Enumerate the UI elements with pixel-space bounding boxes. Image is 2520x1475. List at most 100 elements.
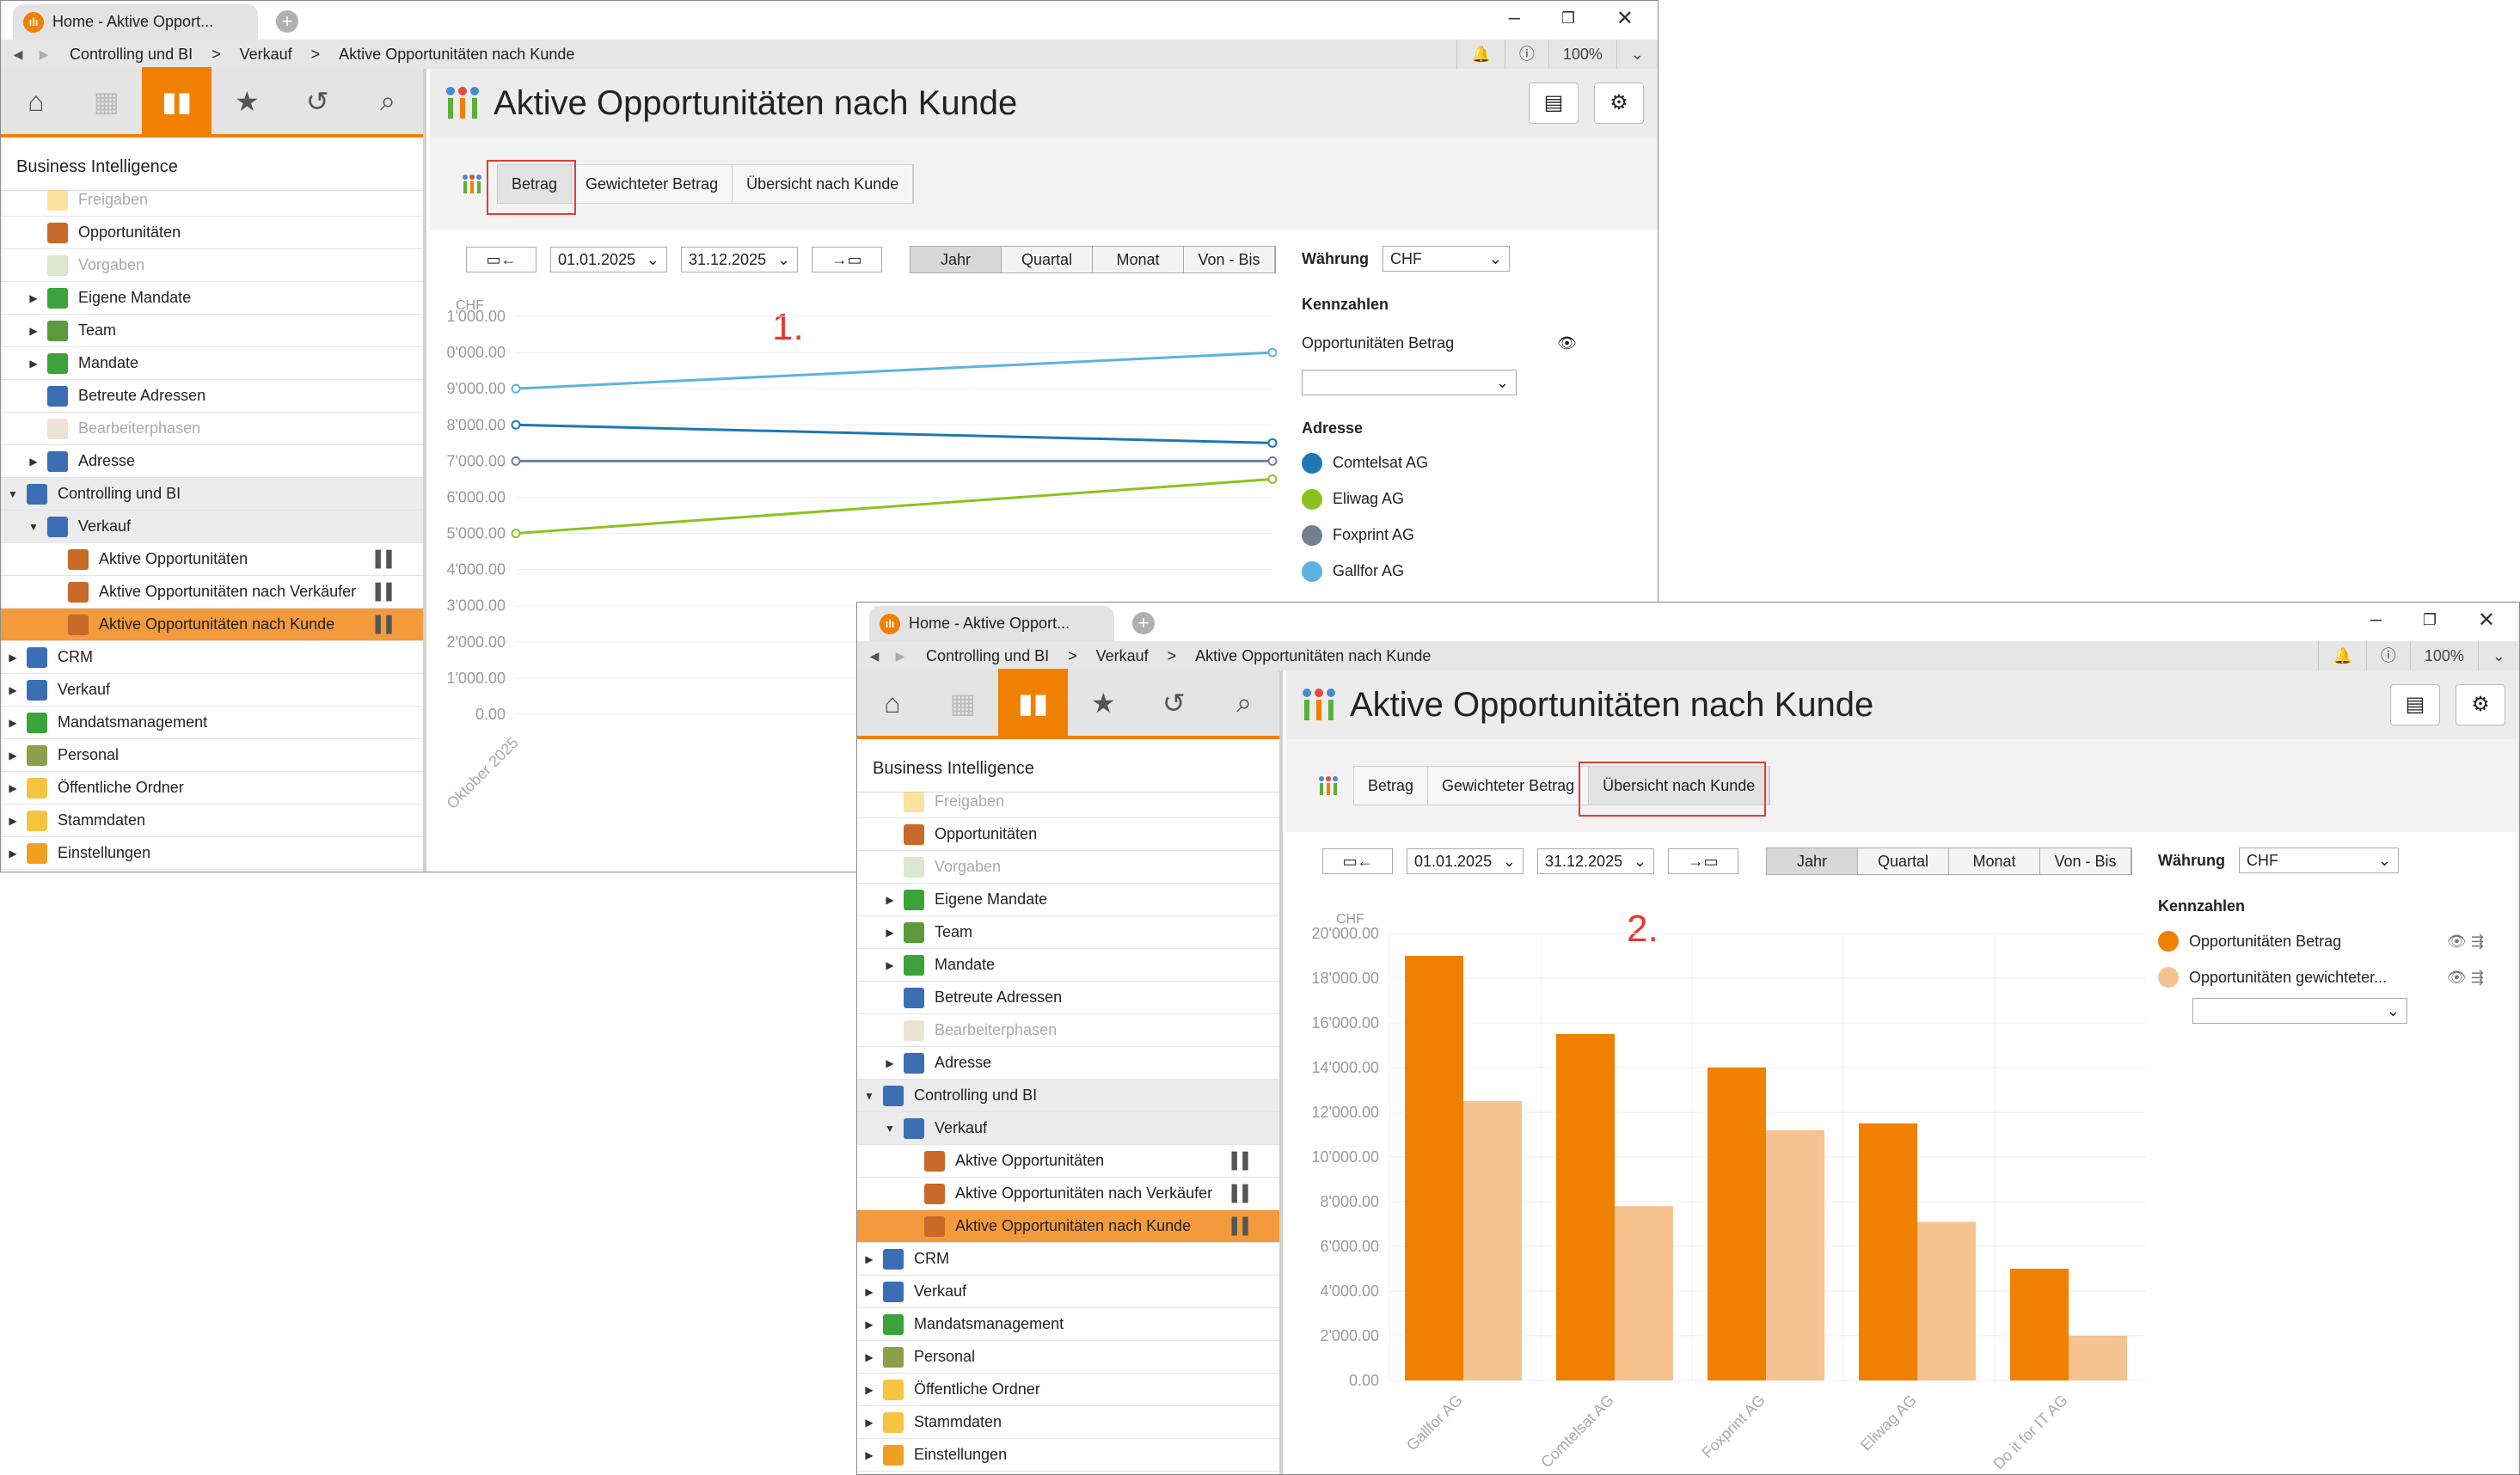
- tree-item[interactable]: ▶ Einstellungen: [1, 837, 423, 870]
- expand-arrow-icon[interactable]: ▶: [9, 683, 17, 696]
- tree-item[interactable]: Aktive Opportunitäten nach Kunde ▌▌: [1, 609, 423, 641]
- expand-arrow-icon[interactable]: ▶: [865, 1318, 874, 1331]
- calendar-icon[interactable]: ▦: [93, 86, 120, 117]
- tree-item[interactable]: ▶ Team: [1, 315, 423, 347]
- expand-arrow-icon[interactable]: ▶: [9, 847, 17, 860]
- legend-item[interactable]: Comtelsat AG: [1302, 453, 1646, 474]
- expand-arrow-icon[interactable]: ▶: [886, 926, 894, 939]
- tree-item[interactable]: Freigaben: [1, 184, 423, 217]
- date-from-field[interactable]: 01.01.2025 ⌄: [1407, 848, 1524, 874]
- eye-icon[interactable]: 👁: [1557, 334, 1577, 352]
- next-period-icon[interactable]: →▭: [812, 247, 882, 272]
- period-quartal[interactable]: Quartal: [1002, 247, 1093, 272]
- tree-item[interactable]: ▶ CRM: [1, 641, 423, 674]
- expand-arrow-icon[interactable]: ▶: [9, 781, 17, 794]
- expand-arrow-icon[interactable]: ▼: [885, 1122, 895, 1135]
- restore-icon[interactable]: ❐: [2422, 611, 2437, 628]
- crumb-verkauf[interactable]: Verkauf: [239, 45, 292, 63]
- tree-item[interactable]: Opportunitäten: [1, 217, 423, 249]
- data-point[interactable]: [511, 419, 521, 430]
- prev-period-icon[interactable]: ▭←: [466, 247, 536, 272]
- currency-select[interactable]: CHF ⌄: [1383, 246, 1510, 272]
- forward-icon[interactable]: ▶: [895, 648, 905, 663]
- kennzahl-select[interactable]: ⌄: [2192, 998, 2407, 1024]
- tree-item[interactable]: ▶ CRM: [857, 1243, 1279, 1276]
- forward-icon[interactable]: ▶: [39, 46, 49, 61]
- period-jahr[interactable]: Jahr: [911, 247, 1002, 272]
- search-icon[interactable]: ⌕: [380, 85, 396, 116]
- tree-item[interactable]: ▶ Personal: [1, 739, 423, 772]
- star-icon[interactable]: ★: [235, 86, 260, 117]
- tree-item[interactable]: ▶ Öffentliche Ordner: [857, 1374, 1279, 1406]
- period-monat[interactable]: Monat: [1949, 848, 2040, 874]
- minimize-icon[interactable]: –: [2370, 608, 2382, 631]
- bar[interactable]: [2010, 1269, 2069, 1380]
- chevron-down-icon[interactable]: ⌄: [2477, 641, 2519, 670]
- tree-item[interactable]: ▶ Verkauf: [857, 1276, 1279, 1308]
- history-icon[interactable]: ↺: [305, 86, 329, 117]
- period-von-bis[interactable]: Von - Bis: [2040, 848, 2131, 874]
- tree-item[interactable]: ▶ Personal: [857, 1341, 1279, 1374]
- home-icon[interactable]: ⌂: [28, 85, 45, 117]
- expand-arrow-icon[interactable]: ▶: [865, 1416, 874, 1429]
- crumb-controlling[interactable]: Controlling und BI: [926, 646, 1050, 664]
- expand-arrow-icon[interactable]: ▶: [9, 749, 17, 762]
- legend-item[interactable]: Foxprint AG: [1302, 525, 1646, 546]
- crumb-verkauf[interactable]: Verkauf: [1095, 646, 1149, 664]
- tab-betrag[interactable]: Betrag: [1354, 767, 1429, 805]
- date-from-field[interactable]: 01.01.2025 ⌄: [550, 247, 667, 272]
- tree-item[interactable]: ▶ Eigene Mandate: [1, 282, 423, 315]
- data-point[interactable]: [1267, 347, 1278, 358]
- kennzahl-item[interactable]: Opportunitäten Betrag 👁 ⇶: [2158, 931, 2511, 952]
- expand-arrow-icon[interactable]: ▶: [29, 291, 38, 304]
- tree-item[interactable]: ▶ Mandatsmanagement: [1, 707, 423, 739]
- star-icon[interactable]: ★: [1091, 688, 1116, 719]
- next-period-icon[interactable]: →▭: [1668, 848, 1738, 874]
- eye-icon[interactable]: 👁 ⇶: [2447, 968, 2484, 986]
- tree-item[interactable]: Bearbeiterphasen: [1, 413, 423, 445]
- bar[interactable]: [1708, 1068, 1766, 1380]
- browser-tab[interactable]: ılı Home - Aktive Opport...: [13, 4, 258, 40]
- zoom-level[interactable]: 100%: [1548, 40, 1616, 69]
- tree-item[interactable]: Betreute Adressen: [857, 982, 1279, 1014]
- bar[interactable]: [1859, 1123, 1917, 1380]
- expand-arrow-icon[interactable]: ▶: [886, 958, 894, 971]
- tree-item[interactable]: ▼ Controlling und BI: [1, 478, 423, 511]
- expand-arrow-icon[interactable]: ▶: [886, 1056, 894, 1069]
- zoom-level[interactable]: 100%: [2409, 641, 2478, 670]
- tree-item[interactable]: Aktive Opportunitäten nach Kunde ▌▌: [857, 1210, 1279, 1243]
- tree-item[interactable]: ▶ Eigene Mandate: [857, 884, 1279, 916]
- expand-arrow-icon[interactable]: ▶: [865, 1252, 874, 1265]
- expand-arrow-icon[interactable]: ▶: [865, 1383, 874, 1396]
- period-quartal[interactable]: Quartal: [1858, 848, 1949, 874]
- bar[interactable]: [1615, 1206, 1673, 1380]
- report-icon[interactable]: ▤: [2390, 684, 2440, 725]
- tree-item[interactable]: Aktive Opportunitäten ▌▌: [857, 1145, 1279, 1178]
- data-point[interactable]: [1267, 474, 1278, 484]
- bar[interactable]: [2069, 1336, 2127, 1380]
- tree-item[interactable]: ▼ Controlling und BI: [857, 1080, 1279, 1112]
- tree-item[interactable]: Bearbeiterphasen: [857, 1014, 1279, 1047]
- data-point[interactable]: [511, 383, 521, 394]
- tab-betrag[interactable]: Betrag: [498, 165, 573, 203]
- tree-item[interactable]: ▶ Adresse: [857, 1047, 1279, 1080]
- chevron-down-icon[interactable]: ⌄: [1616, 40, 1658, 69]
- minimize-icon[interactable]: –: [1508, 6, 1520, 29]
- tab-gewichteter-betrag[interactable]: Gewichteter Betrag: [572, 165, 733, 203]
- calendar-icon[interactable]: ▦: [949, 688, 976, 719]
- crumb-controlling[interactable]: Controlling und BI: [70, 45, 193, 63]
- tree-item[interactable]: ▶ Öffentliche Ordner: [1, 772, 423, 805]
- bar[interactable]: [1917, 1221, 1976, 1380]
- tab-uebersicht-nach-kunde[interactable]: Übersicht nach Kunde: [733, 165, 914, 203]
- data-point[interactable]: [1267, 438, 1278, 448]
- new-tab-icon[interactable]: +: [1132, 612, 1155, 634]
- history-icon[interactable]: ↺: [1162, 688, 1186, 719]
- expand-arrow-icon[interactable]: ▼: [28, 520, 39, 533]
- legend-item[interactable]: Gallfor AG: [1302, 561, 1646, 582]
- date-to-field[interactable]: 31.12.2025 ⌄: [1537, 848, 1654, 874]
- tree-item[interactable]: ▼ Verkauf: [1, 511, 423, 543]
- tree-item[interactable]: Freigaben: [857, 786, 1279, 818]
- tree-item[interactable]: ▶ Mandatsmanagement: [857, 1308, 1279, 1341]
- expand-arrow-icon[interactable]: ▼: [8, 487, 18, 500]
- tree-item[interactable]: ▼ Verkauf: [857, 1112, 1279, 1145]
